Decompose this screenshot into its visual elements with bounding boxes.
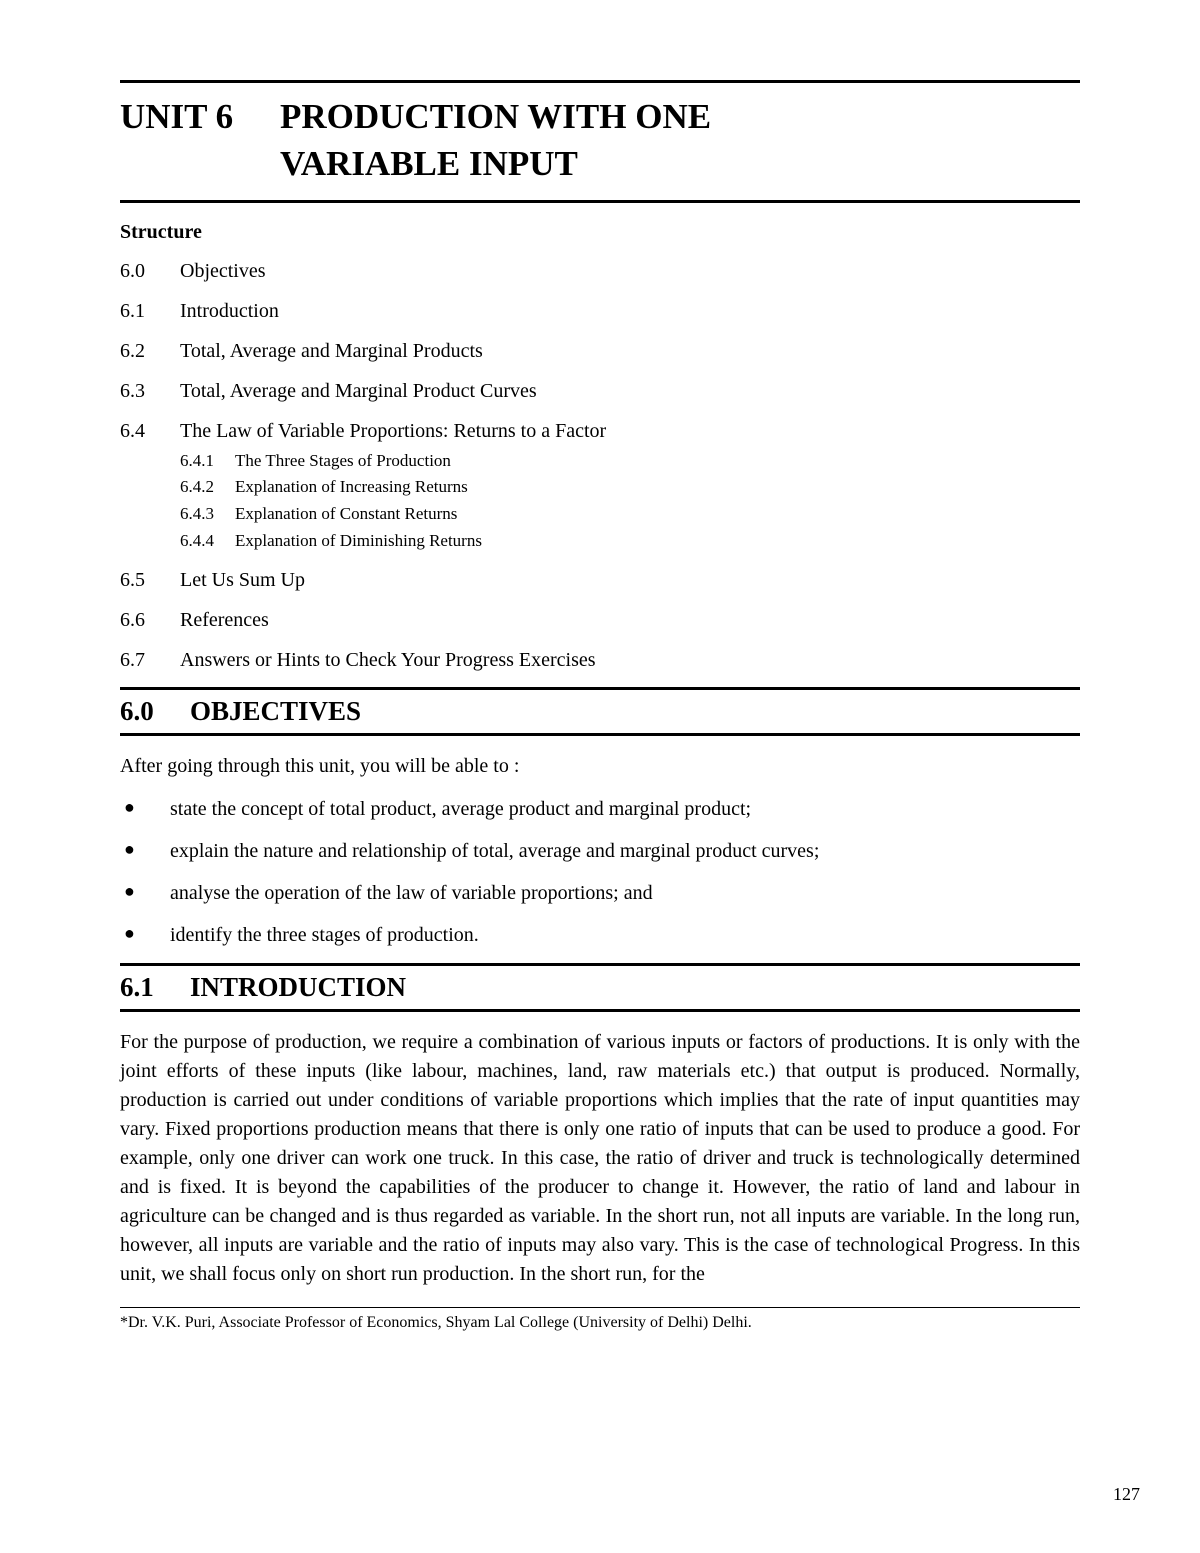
bullet-text: analyse the operation of the law of vari… (170, 879, 1080, 907)
toc-sub-num: 6.4.1 (180, 450, 235, 473)
bullet-icon: ● (120, 795, 170, 823)
toc-item: 6.4 The Law of Variable Proportions: Ret… (120, 418, 1080, 444)
bullet-icon: ● (120, 921, 170, 949)
toc-label: Total, Average and Marginal Products (180, 338, 483, 364)
toc-item: 6.7 Answers or Hints to Check Your Progr… (120, 647, 1080, 673)
footnote-text: *Dr. V.K. Puri, Associate Professor of E… (120, 1314, 1080, 1332)
bullet-item: ● state the concept of total product, av… (120, 795, 1080, 823)
toc-num: 6.0 (120, 258, 180, 284)
bullet-icon: ● (120, 837, 170, 865)
toc-label: Introduction (180, 298, 279, 324)
toc-label: The Law of Variable Proportions: Returns… (180, 418, 606, 444)
unit-number: UNIT 6 (120, 93, 280, 140)
unit-title-indent (120, 140, 280, 187)
bullet-item: ● identify the three stages of productio… (120, 921, 1080, 949)
section-num: 6.0 (120, 696, 190, 727)
toc-num: 6.5 (120, 567, 180, 593)
toc-item: 6.0 Objectives (120, 258, 1080, 284)
toc-sub-label: The Three Stages of Production (235, 450, 451, 473)
introduction-paragraph: For the purpose of production, we requir… (120, 1028, 1080, 1289)
section-num: 6.1 (120, 972, 190, 1003)
toc-sub-num: 6.4.4 (180, 530, 235, 553)
toc-item: 6.5 Let Us Sum Up (120, 567, 1080, 593)
toc-num: 6.7 (120, 647, 180, 673)
unit-title-text-1: PRODUCTION WITH ONE (280, 93, 711, 140)
section-title: OBJECTIVES (190, 696, 361, 727)
toc-label: References (180, 607, 269, 633)
toc-sub-group: 6.4.1 The Three Stages of Production 6.4… (120, 450, 1080, 554)
toc-label: Let Us Sum Up (180, 567, 305, 593)
structure-heading: Structure (120, 221, 1080, 244)
toc-sub-item: 6.4.3 Explanation of Constant Returns (180, 503, 1080, 526)
section-title: INTRODUCTION (190, 972, 406, 1003)
toc-label: Total, Average and Marginal Product Curv… (180, 378, 537, 404)
toc-label: Objectives (180, 258, 266, 284)
bullet-text: explain the nature and relationship of t… (170, 837, 1080, 865)
toc-sub-label: Explanation of Increasing Returns (235, 476, 468, 499)
unit-title-text-2: VARIABLE INPUT (280, 140, 578, 187)
toc-item: 6.6 References (120, 607, 1080, 633)
toc-sub-num: 6.4.2 (180, 476, 235, 499)
unit-title-line2: VARIABLE INPUT (120, 140, 1080, 187)
toc-sub-label: Explanation of Constant Returns (235, 503, 457, 526)
toc-item: 6.1 Introduction (120, 298, 1080, 324)
footnote-rule: *Dr. V.K. Puri, Associate Professor of E… (120, 1307, 1080, 1332)
toc-num: 6.1 (120, 298, 180, 324)
objectives-intro: After going through this unit, you will … (120, 752, 1080, 781)
toc-sub-item: 6.4.2 Explanation of Increasing Returns (180, 476, 1080, 499)
bullet-item: ● explain the nature and relationship of… (120, 837, 1080, 865)
unit-title-block: UNIT 6 PRODUCTION WITH ONE VARIABLE INPU… (120, 80, 1080, 203)
page-number: 127 (1113, 1484, 1140, 1505)
section-objectives-heading: 6.0 OBJECTIVES (120, 687, 1080, 736)
toc-num: 6.3 (120, 378, 180, 404)
toc-sub-num: 6.4.3 (180, 503, 235, 526)
toc-sub-item: 6.4.4 Explanation of Diminishing Returns (180, 530, 1080, 553)
objectives-bullets: ● state the concept of total product, av… (120, 795, 1080, 949)
toc-item: 6.3 Total, Average and Marginal Product … (120, 378, 1080, 404)
toc-sub-label: Explanation of Diminishing Returns (235, 530, 482, 553)
bullet-text: identify the three stages of production. (170, 921, 1080, 949)
toc-num: 6.2 (120, 338, 180, 364)
toc-item: 6.2 Total, Average and Marginal Products (120, 338, 1080, 364)
toc-num: 6.6 (120, 607, 180, 633)
bullet-icon: ● (120, 879, 170, 907)
unit-title-line1: UNIT 6 PRODUCTION WITH ONE (120, 93, 1080, 140)
section-introduction-heading: 6.1 INTRODUCTION (120, 963, 1080, 1012)
bullet-item: ● analyse the operation of the law of va… (120, 879, 1080, 907)
toc-sub-item: 6.4.1 The Three Stages of Production (180, 450, 1080, 473)
toc-label: Answers or Hints to Check Your Progress … (180, 647, 596, 673)
bullet-text: state the concept of total product, aver… (170, 795, 1080, 823)
toc-num: 6.4 (120, 418, 180, 444)
